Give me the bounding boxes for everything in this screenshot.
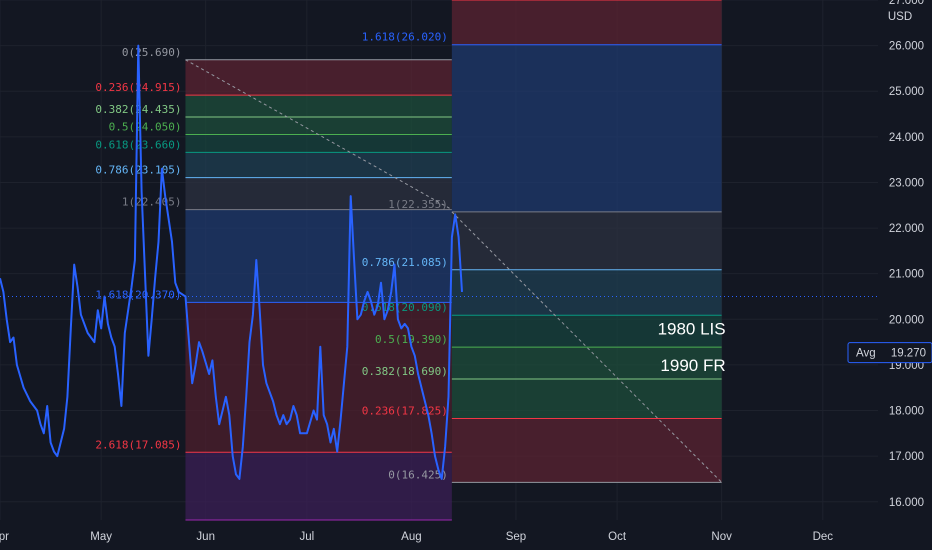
y-tick-label: 16.000: [889, 497, 924, 509]
fib-level-label: 0.786(23.105): [95, 164, 181, 177]
y-tick-label: 27.000: [889, 0, 924, 7]
annotation-text: 1980 LIS: [658, 319, 726, 338]
fib-level-label: 0(25.690): [122, 46, 182, 59]
fib-level-label: 1(22.355): [388, 198, 448, 211]
price-series: [0, 44, 463, 480]
y-tick-label: 24.000: [889, 132, 924, 144]
y-tick-label: 23.000: [889, 177, 924, 189]
fib-level-label: 0.786(21.085): [362, 256, 448, 269]
annotations: 1980 LIS 1990 FR: [658, 319, 726, 374]
fib-level-label: 1(22.405): [122, 196, 182, 209]
fib-level-label: 0(16.425): [388, 468, 448, 481]
avg-badge-value: 19.270: [891, 348, 926, 360]
fib-zone: [451, 211, 722, 270]
x-axis[interactable]: Apr May Jun Jul Aug Sep Oct Nov Dec: [0, 531, 833, 543]
fib-level-label: 0.382(18.690): [362, 365, 448, 378]
fib-retracement-left[interactable]: 0(25.690)0.236(24.915)0.382(24.435)0.5(2…: [95, 46, 452, 521]
fib-zone: [451, 0, 722, 45]
x-tick-label: Jun: [196, 531, 215, 543]
fib-zone: [451, 379, 722, 419]
fib-zone: [451, 44, 722, 212]
y-tick-label: 20.000: [889, 314, 924, 326]
fib-level-label: 0.618(23.660): [95, 138, 181, 151]
x-tick-label: Jul: [300, 531, 315, 543]
trend-lines: [185, 59, 722, 483]
fib-zone: [185, 177, 452, 210]
avg-price-badge: Avg 19.270: [847, 342, 932, 364]
fib-zone: [185, 134, 452, 153]
fib-extension-right[interactable]: 1.618(26.020)1(22.355)0.786(21.085)0.618…: [362, 0, 722, 483]
fib-zone: [451, 347, 722, 380]
y-axis[interactable]: 16.00017.00018.00019.00020.00021.00022.0…: [889, 0, 924, 509]
fib-zone: [451, 418, 722, 483]
trend-line: [185, 59, 453, 211]
fib-zone: [185, 59, 452, 96]
price-series-line: [0, 44, 463, 480]
y-tick-label: 18.000: [889, 406, 924, 418]
trend-line: [451, 211, 722, 483]
x-tick-label: Nov: [711, 531, 732, 543]
y-tick-label: 21.000: [889, 269, 924, 281]
fib-level-label: 0.5(19.390): [375, 333, 448, 346]
fib-zone: [185, 209, 452, 303]
fib-zone: [185, 452, 452, 520]
fib-level-label: 0.382(24.435): [95, 103, 181, 116]
currency-label: USD: [888, 11, 912, 23]
x-tick-label: Sep: [506, 531, 526, 543]
x-tick-label: Aug: [401, 531, 421, 543]
avg-badge-label: Avg: [856, 348, 876, 360]
fib-level-label: 0.5(24.050): [109, 121, 182, 134]
fib-zone: [185, 95, 452, 117]
y-tick-label: 17.000: [889, 451, 924, 463]
fib-level-label: 2.618(17.085): [95, 438, 181, 451]
x-tick-label: May: [90, 531, 112, 543]
y-tick-label: 25.000: [889, 86, 924, 98]
x-tick-label: Oct: [608, 531, 627, 543]
fib-zone: [185, 117, 452, 135]
x-tick-label: Dec: [813, 531, 834, 543]
fib-level-label: 1.618(20.370): [95, 288, 181, 301]
fib-zone: [451, 269, 722, 316]
annotation-text: 1990 FR: [660, 356, 725, 375]
x-tick-label: Apr: [0, 531, 9, 543]
fib-level-label: 1.618(26.020): [362, 31, 448, 44]
fib-zone: [451, 315, 722, 348]
y-tick-label: 22.000: [889, 223, 924, 235]
fib-level-label: 0.236(17.825): [362, 405, 448, 418]
fib-zone: [185, 152, 452, 178]
y-tick-label: 26.000: [889, 41, 924, 53]
avg-badge-box: [847, 342, 932, 364]
